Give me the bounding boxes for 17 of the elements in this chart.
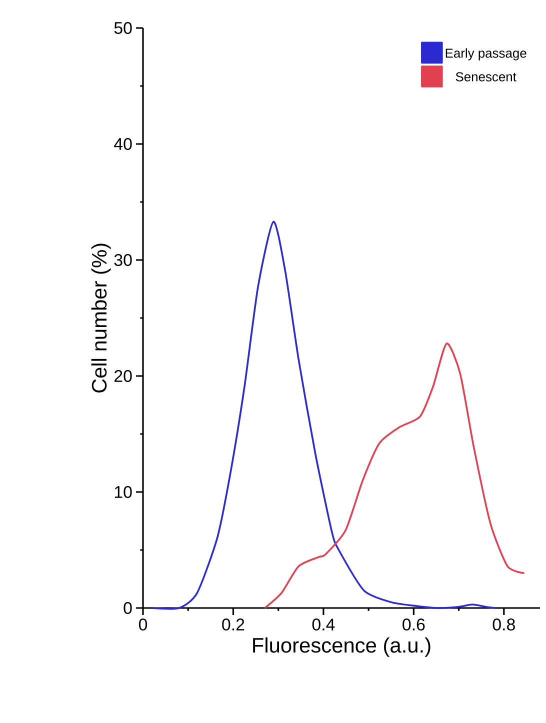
y-tick-label: 10 (114, 486, 132, 498)
line-series (151, 220, 496, 610)
y-tick-label: 50 (114, 22, 132, 34)
y-tick-label: 40 (114, 138, 132, 150)
x-tick-label: 0.6 (402, 618, 425, 631)
line-series (264, 342, 526, 609)
x-axis-title: Fluorescence (a.u.) (253, 637, 430, 657)
x-tick-label: 0.2 (222, 618, 244, 631)
legend-label: Early passage (446, 48, 526, 60)
x-tick-label: 0.8 (492, 618, 515, 631)
y-tick-label: 30 (114, 254, 132, 266)
x-tick-label: 0.4 (312, 618, 335, 631)
y-axis-title: Cell number (%) (91, 244, 111, 393)
x-tick-label: 0 (138, 618, 148, 631)
y-tick-label: 20 (114, 370, 132, 382)
legend-label: Senescent (456, 72, 516, 82)
y-tick-label: 0 (124, 602, 132, 614)
